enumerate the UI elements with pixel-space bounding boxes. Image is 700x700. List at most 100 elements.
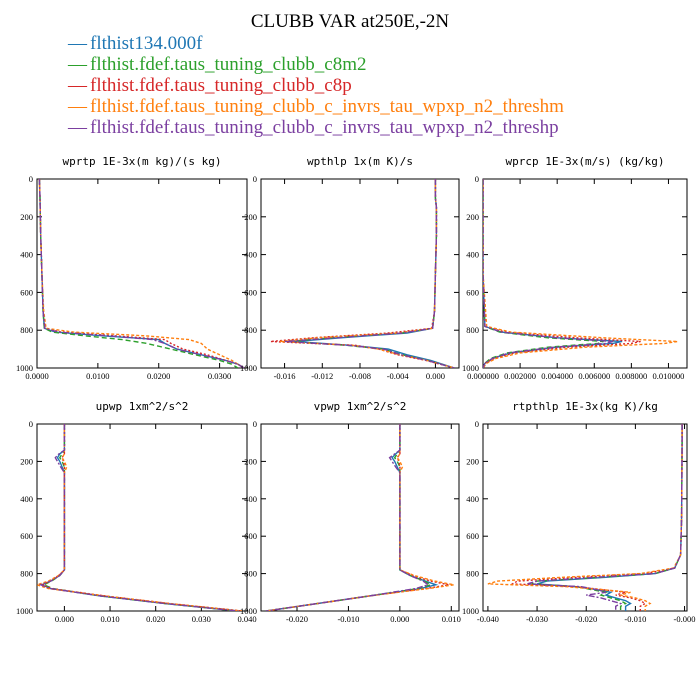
y-tick-label: 600 [20, 287, 33, 297]
series-line [265, 424, 449, 611]
y-tick-label: 200 [466, 456, 479, 466]
series-line [39, 424, 238, 611]
x-tick-label: 0.000 [390, 614, 409, 624]
y-tick-label: 600 [244, 531, 257, 541]
x-tick-label: 0.010 [442, 614, 461, 624]
series-line [38, 424, 238, 611]
x-tick-label: 0.004000 [541, 371, 573, 381]
y-tick-label: 600 [466, 531, 479, 541]
x-tick-label: -0.010 [337, 614, 359, 624]
x-tick-label: -0.016 [274, 371, 296, 381]
series-line [529, 424, 683, 611]
x-tick-label: 0.000000 [467, 371, 499, 381]
y-tick-label: 800 [466, 325, 479, 335]
y-tick-label: 200 [244, 212, 257, 222]
y-tick-label: 400 [244, 494, 257, 504]
series-line [40, 424, 243, 611]
legend-entry: flthist.fdef.taus_tuning_clubb_c_invrs_t… [90, 96, 564, 117]
panel-title: wprtp 1E-3x(m kg)/(s kg) [63, 155, 222, 168]
series-line [270, 179, 455, 368]
x-tick-label: -0.000 [674, 614, 696, 624]
legend-entry: flthist.fdef.taus_tuning_clubb_c8p [90, 75, 352, 96]
y-tick-label: 400 [466, 250, 479, 260]
y-tick-label: 0 [29, 174, 33, 184]
series-line [483, 179, 604, 368]
panel-6: rtpthlp 1E-3x(kg K)/kg02004006008001000-… [462, 400, 696, 624]
series-line [37, 424, 243, 611]
x-tick-label: 0.0200 [147, 371, 170, 381]
legend-entry: flthist.fdef.taus_tuning_clubb_c_invrs_t… [90, 117, 559, 138]
series-line [483, 179, 678, 368]
x-tick-label: -0.040 [477, 614, 499, 624]
legend-entry: flthist134.000f [90, 33, 203, 54]
series-line [265, 424, 433, 611]
y-tick-label: 400 [20, 494, 33, 504]
series-line [38, 179, 245, 368]
y-tick-label: 1000 [240, 606, 257, 616]
legend-marker: — [67, 117, 88, 138]
series-line [265, 424, 439, 611]
x-tick-label: 0.008000 [615, 371, 647, 381]
y-tick-label: 0 [475, 419, 479, 429]
y-tick-label: 200 [20, 456, 33, 466]
y-tick-label: 0 [475, 174, 479, 184]
y-tick-label: 1000 [462, 363, 479, 373]
y-tick-label: 0 [29, 419, 33, 429]
panel-2: wpthlp 1x(m K)/s 0 200 400 600 800 1000 -0.016 -… [240, 155, 460, 381]
panel-1: wprtp 1E-3x(m kg)/(s kg) 0 200 400 600 800 100… [16, 155, 248, 381]
figure-title: CLUBB VAR at250E,-2N [251, 11, 450, 32]
series-line [483, 179, 641, 368]
x-tick-label: -0.004 [387, 371, 410, 381]
series-line [487, 424, 683, 611]
panel-title: vpwp 1xm^2/s^2 [314, 400, 407, 413]
plot-frame [260, 423, 460, 612]
x-tick-label: -0.008 [349, 371, 371, 381]
panel-4: upwp 1xm^2/s^2 0 200 400 600 800 1000 0.000 0.01… [16, 400, 257, 624]
y-tick-label: 200 [20, 212, 33, 222]
y-tick-label: 1000 [240, 363, 257, 373]
panel-5: vpwp 1xm^2/s^2 0 200 400 600 800 1000 -0.020 -0.… [240, 400, 461, 624]
y-tick-label: 800 [20, 569, 33, 579]
series-line [284, 179, 455, 368]
x-tick-label: -0.030 [526, 614, 548, 624]
plot-frame [260, 178, 460, 369]
x-tick-label: 0.002000 [504, 371, 536, 381]
legend: — flthist134.000f— flthist.fdef.taus_tunin… [67, 33, 564, 138]
series-line [42, 424, 238, 611]
x-tick-label: 0.020 [146, 614, 165, 624]
panel-title: wprcp 1E-3x(m/s) (kg/kg) [506, 155, 665, 168]
x-tick-label: 0.010 [100, 614, 119, 624]
x-tick-label: 0.030 [192, 614, 211, 624]
y-tick-label: 1000 [16, 606, 33, 616]
legend-marker: — [67, 33, 88, 54]
y-tick-label: 1000 [16, 363, 33, 373]
x-tick-label: 0.0100 [86, 371, 109, 381]
plot-frame [482, 423, 688, 612]
panel-title: wpthlp 1x(m K)/s [307, 155, 413, 168]
series-line [38, 179, 239, 368]
series-line [536, 424, 683, 611]
x-tick-label: -0.010 [624, 614, 646, 624]
y-tick-label: 800 [20, 325, 33, 335]
y-tick-label: 600 [20, 531, 33, 541]
series-line [483, 179, 613, 368]
y-tick-label: 800 [244, 569, 257, 579]
plot-panels: wprtp 1E-3x(m kg)/(s kg) 0 200 400 600 800 100… [16, 155, 696, 624]
x-tick-label: 0.000 [55, 614, 74, 624]
legend-marker: — [67, 54, 88, 75]
x-tick-label: 0.010000 [653, 371, 685, 381]
y-tick-label: 1000 [462, 606, 479, 616]
legend-marker: — [67, 75, 88, 96]
x-tick-label: 0.040 [237, 614, 256, 624]
x-tick-label: 0.006000 [578, 371, 610, 381]
x-tick-label: -0.020 [575, 614, 597, 624]
y-tick-label: 600 [244, 287, 257, 297]
x-tick-label: 0.000 [426, 371, 445, 381]
y-tick-label: 600 [466, 287, 479, 297]
y-tick-label: 800 [244, 325, 257, 335]
panel-title: rtpthlp 1E-3x(kg K)/kg [512, 400, 658, 413]
y-tick-label: 200 [244, 456, 257, 466]
series-line [527, 424, 683, 611]
y-tick-label: 800 [466, 569, 479, 579]
